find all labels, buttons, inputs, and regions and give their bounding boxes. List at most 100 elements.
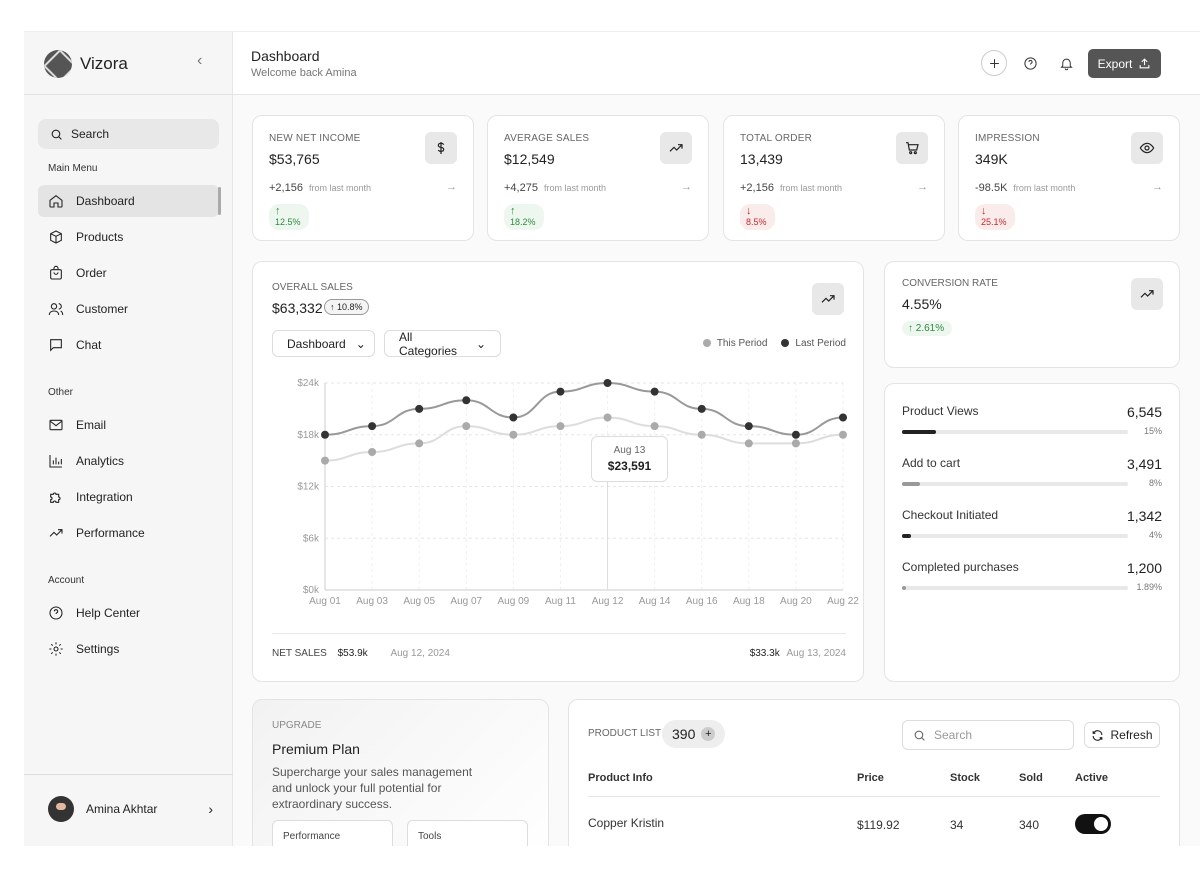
- kpi-card-average-sales[interactable]: AVERAGE SALES $12,549 +4,275 from last mo…: [487, 115, 709, 241]
- account-label: Account: [48, 575, 85, 586]
- series-line: [324, 416, 844, 462]
- sidebar: Vizora ‹ Search Main Menu Dashboard Prod…: [24, 32, 233, 846]
- kpi-delta: +2,156 from last month: [269, 182, 371, 194]
- home-icon: [49, 194, 63, 208]
- data-point: [791, 439, 800, 448]
- tooltip-value: $23,591: [607, 459, 652, 473]
- x-tick-label: Aug 03: [356, 596, 388, 607]
- plus-icon[interactable]: +: [701, 727, 716, 741]
- conversion-badge: ↑ 2.61%: [902, 321, 953, 336]
- view-dropdown[interactable]: Dashboard ⌄: [272, 330, 375, 357]
- upgrade-tile-performance[interactable]: Performance: [272, 820, 393, 846]
- sidebar-search[interactable]: Search: [38, 119, 219, 149]
- y-tick-label: $12k: [297, 482, 320, 493]
- sidebar-item-products[interactable]: Products: [38, 221, 219, 253]
- sidebar-item-help-center[interactable]: Help Center: [38, 597, 219, 629]
- arrow-right-icon[interactable]: →: [681, 181, 692, 193]
- active-toggle[interactable]: [1075, 814, 1111, 834]
- help-button[interactable]: [1017, 50, 1043, 76]
- data-point: [697, 404, 706, 413]
- column-header[interactable]: Sold: [1019, 772, 1043, 784]
- cart-icon: [896, 132, 928, 164]
- column-header[interactable]: Price: [857, 772, 884, 784]
- add-button[interactable]: [981, 50, 1007, 76]
- data-point: [556, 387, 565, 396]
- column-header[interactable]: Stock: [950, 772, 980, 784]
- export-button[interactable]: Export: [1088, 49, 1161, 78]
- net-sales-date: Aug 13, 2024: [786, 648, 847, 659]
- upgrade-tile-tools[interactable]: Tools: [407, 820, 528, 846]
- sidebar-item-chat[interactable]: Chat: [38, 329, 219, 361]
- notifications-button[interactable]: [1053, 50, 1079, 76]
- category-dropdown[interactable]: All Categories ⌄: [384, 330, 501, 358]
- page-subtitle: Welcome back Amina: [251, 67, 357, 79]
- sidebar-item-order[interactable]: Order: [38, 257, 219, 289]
- refresh-icon: [1093, 729, 1103, 741]
- data-point: [321, 456, 329, 465]
- product-search-input[interactable]: Search: [902, 720, 1074, 750]
- trending-up-icon[interactable]: [1131, 278, 1163, 310]
- legend-dot: [702, 339, 711, 347]
- kpi-label: NEW NET INCOME: [269, 133, 361, 144]
- refresh-label: Refresh: [1110, 728, 1153, 742]
- data-point: [839, 413, 847, 422]
- tile-label: Performance: [283, 831, 341, 842]
- data-point: [603, 379, 612, 387]
- data-point: [462, 396, 471, 405]
- data-point: [839, 430, 847, 439]
- trending-up-icon: [49, 529, 63, 537]
- help-icon: [49, 606, 63, 620]
- sidebar-item-analytics[interactable]: Analytics: [38, 445, 219, 477]
- collapse-icon[interactable]: ‹: [197, 52, 203, 69]
- kpi-delta: +4,275 from last month: [504, 182, 606, 194]
- arrow-right-icon[interactable]: →: [1152, 181, 1163, 193]
- sidebar-item-settings[interactable]: Settings: [38, 633, 219, 665]
- eye-icon: [1131, 132, 1163, 164]
- arrow-right-icon[interactable]: →: [446, 181, 457, 193]
- kpi-trend-badge: ↑ 18.2%: [504, 204, 544, 230]
- product-list-label: PRODUCT LIST: [588, 728, 662, 739]
- sidebar-item-label: Integration: [76, 490, 133, 504]
- x-tick-label: Aug 22: [827, 596, 859, 607]
- sidebar-item-label: Help Center: [76, 606, 141, 620]
- funnel-pct: 1.89%: [1136, 582, 1162, 592]
- upload-icon: [1139, 58, 1150, 69]
- data-point: [650, 387, 659, 396]
- data-point: [744, 422, 753, 431]
- kpi-card-impression[interactable]: IMPRESSION 349K -98.5K from last month → …: [958, 115, 1180, 241]
- kpi-card-net-income[interactable]: NEW NET INCOME $53,765 +2,156 from last m…: [252, 115, 474, 241]
- funnel-row: Add to cart 3,491 8%: [902, 456, 1162, 488]
- user-profile[interactable]: Amina Akhtar ›: [48, 796, 213, 822]
- sidebar-item-customer[interactable]: Customer: [38, 293, 219, 325]
- x-tick-label: Aug 05: [403, 596, 435, 607]
- sidebar-item-dashboard[interactable]: Dashboard: [38, 185, 221, 217]
- sidebar-item-email[interactable]: Email: [38, 409, 219, 441]
- sidebar-item-performance[interactable]: Performance: [38, 517, 219, 549]
- refresh-button[interactable]: Refresh: [1084, 722, 1160, 748]
- funnel-bar-fill: [902, 482, 920, 486]
- funnel-name: Product Views: [902, 404, 979, 418]
- upgrade-description: Supercharge your sales management and un…: [272, 765, 473, 811]
- column-header[interactable]: Active: [1075, 772, 1109, 784]
- x-tick-label: Aug 01: [309, 596, 341, 607]
- column-header[interactable]: Product Info: [588, 772, 653, 784]
- brand[interactable]: Vizora: [44, 50, 128, 78]
- legend-label: This Period: [716, 338, 768, 349]
- kpi-trend-badge: ↓ 25.1%: [975, 204, 1015, 230]
- tile-label: Tools: [418, 831, 442, 842]
- arrow-right-icon[interactable]: →: [917, 181, 928, 193]
- bar-chart-icon: [49, 455, 62, 468]
- kpi-delta: -98.5K from last month: [975, 182, 1076, 194]
- funnel-card: Product Views 6,545 15% Add to cart 3,49…: [884, 383, 1180, 682]
- x-tick-label: Aug 20: [780, 596, 812, 607]
- data-point: [509, 413, 518, 422]
- funnel-pct: 4%: [1148, 530, 1162, 540]
- search-label: Search: [71, 127, 110, 141]
- sales-line-chart[interactable]: $0k $6k $12k $18k $24k Aug 01 Aug 03 Aug 05 Aug …: [253, 262, 865, 632]
- funnel-name: Checkout Initiated: [902, 508, 999, 522]
- sidebar-item-integration[interactable]: Integration: [38, 481, 219, 513]
- trending-up-icon[interactable]: [812, 283, 844, 315]
- mail-icon: [49, 419, 63, 431]
- kpi-card-total-order[interactable]: TOTAL ORDER 13,439 +2,156 from last month…: [723, 115, 945, 241]
- help-icon: [1023, 56, 1037, 70]
